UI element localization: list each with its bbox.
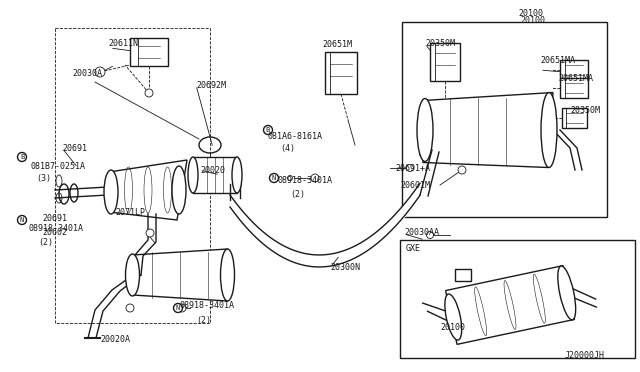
Polygon shape	[445, 266, 575, 344]
Ellipse shape	[264, 125, 273, 135]
Text: 20651MA: 20651MA	[540, 55, 575, 64]
Bar	[455, 269, 471, 280]
Ellipse shape	[17, 153, 26, 161]
Ellipse shape	[178, 304, 186, 312]
Text: 20100: 20100	[440, 324, 465, 333]
Text: 20350M: 20350M	[570, 106, 600, 115]
Text: 20691: 20691	[62, 144, 87, 153]
Text: 20030A: 20030A	[72, 68, 102, 77]
Ellipse shape	[146, 229, 154, 237]
Text: 20350M: 20350M	[425, 38, 455, 48]
Text: (3): (3)	[36, 173, 51, 183]
Ellipse shape	[269, 173, 278, 183]
Bar	[130, 38, 168, 66]
Ellipse shape	[311, 174, 319, 182]
Text: B: B	[266, 127, 270, 133]
Bar	[325, 52, 357, 94]
Ellipse shape	[104, 170, 118, 214]
Polygon shape	[109, 160, 187, 220]
Text: N: N	[176, 305, 180, 311]
Text: 20651MA: 20651MA	[558, 74, 593, 83]
Ellipse shape	[95, 67, 105, 77]
Bar	[560, 60, 588, 80]
Ellipse shape	[145, 89, 153, 97]
Text: (2): (2)	[290, 189, 305, 199]
Text: 08918-3401A: 08918-3401A	[180, 301, 235, 310]
Ellipse shape	[406, 164, 413, 171]
Bar	[402, 22, 607, 217]
Ellipse shape	[173, 304, 182, 312]
Ellipse shape	[558, 266, 575, 320]
Text: 20691: 20691	[42, 214, 67, 222]
Bar	[400, 240, 635, 358]
Text: 20601M: 20601M	[400, 180, 430, 189]
Ellipse shape	[232, 157, 242, 193]
Text: GXE: GXE	[406, 244, 421, 253]
Text: J20000JH: J20000JH	[565, 352, 605, 360]
Text: (2): (2)	[196, 315, 211, 324]
Ellipse shape	[458, 166, 466, 174]
Text: 20300N: 20300N	[330, 263, 360, 273]
Text: 20100: 20100	[520, 16, 545, 25]
Polygon shape	[132, 249, 227, 301]
Text: 20020A: 20020A	[100, 336, 130, 344]
Text: (4): (4)	[280, 144, 295, 153]
Text: B: B	[20, 154, 24, 160]
Text: 20602: 20602	[42, 228, 67, 237]
Ellipse shape	[188, 157, 198, 193]
Text: N: N	[20, 217, 24, 223]
Text: N: N	[272, 175, 276, 181]
Ellipse shape	[445, 294, 461, 340]
Bar	[430, 43, 460, 81]
Polygon shape	[423, 93, 553, 167]
Text: 2071LP: 2071LP	[115, 208, 145, 217]
Ellipse shape	[221, 249, 234, 301]
Bar	[55, 28, 210, 323]
Ellipse shape	[541, 93, 557, 167]
Ellipse shape	[17, 215, 26, 224]
Text: 081B7-0251A: 081B7-0251A	[30, 161, 85, 170]
Ellipse shape	[126, 304, 134, 312]
Ellipse shape	[125, 254, 140, 296]
Ellipse shape	[426, 231, 433, 238]
Text: (2): (2)	[38, 237, 53, 247]
Text: 08918-3401A: 08918-3401A	[278, 176, 333, 185]
Text: 20611N: 20611N	[108, 38, 138, 48]
Bar	[193, 157, 237, 193]
Text: 08918-3401A: 08918-3401A	[28, 224, 83, 232]
Ellipse shape	[172, 166, 186, 214]
Text: 20100: 20100	[518, 9, 543, 18]
Text: 20692M: 20692M	[196, 80, 226, 90]
Text: 20651M: 20651M	[322, 39, 352, 48]
Text: 20691+A: 20691+A	[395, 164, 430, 173]
Text: 081A6-8161A: 081A6-8161A	[268, 131, 323, 141]
Text: 20020: 20020	[200, 166, 225, 174]
Text: 20030AA: 20030AA	[404, 228, 439, 237]
Ellipse shape	[417, 99, 433, 161]
Bar	[562, 108, 587, 128]
Bar	[560, 78, 588, 98]
